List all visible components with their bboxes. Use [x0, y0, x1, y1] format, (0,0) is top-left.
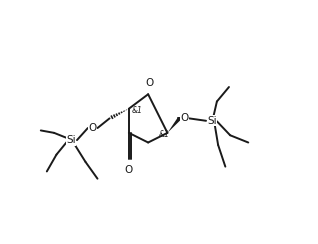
- Text: O: O: [88, 123, 97, 133]
- Text: &1: &1: [131, 106, 142, 115]
- Text: Si: Si: [207, 116, 217, 126]
- Polygon shape: [168, 117, 181, 133]
- Text: O: O: [180, 113, 189, 123]
- Text: O: O: [125, 165, 133, 175]
- Text: O: O: [145, 78, 154, 88]
- Text: &1: &1: [158, 130, 169, 139]
- Text: Si: Si: [66, 135, 76, 145]
